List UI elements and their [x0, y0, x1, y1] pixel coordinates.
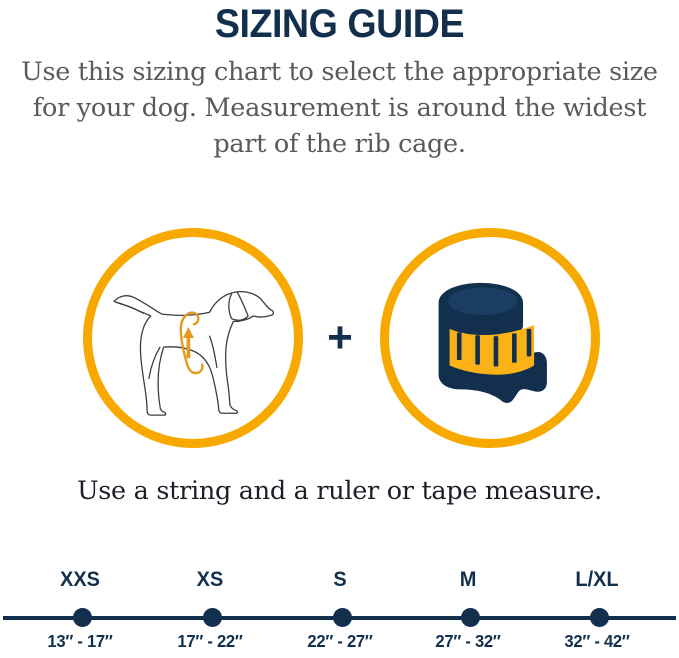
scale-stop-range: 22″ - 27″: [307, 631, 373, 651]
scale-stop-label: XXS: [60, 568, 100, 591]
scale-stop-dot: [73, 608, 92, 627]
scale-stop-label: L/XL: [575, 568, 619, 591]
page-title: SIZING GUIDE: [214, 2, 465, 46]
scale-stop-range: 13″ - 17″: [47, 631, 113, 651]
scale-stop-label: M: [459, 568, 477, 591]
dog-badge: [83, 228, 303, 448]
scale-stop-dot: [203, 608, 222, 627]
icons-row: +: [0, 213, 679, 463]
scale-stop-range: 32″ - 42″: [564, 631, 630, 651]
size-scale: XXS 13″ - 17″ XS 17″ - 22″ S 22″ - 27″ M…: [0, 568, 679, 658]
measure-arrow-icon: [182, 326, 194, 338]
tape-badge: [380, 228, 600, 448]
dog-measurement-icon: [113, 291, 274, 416]
mid-caption: Use a string and a ruler or tape measure…: [77, 476, 602, 506]
plus-icon: +: [327, 313, 353, 362]
scale-stop-dot: [333, 608, 352, 627]
header: SIZING GUIDE Use this sizing chart to se…: [0, 0, 679, 162]
scale-stop-range: 17″ - 22″: [177, 631, 243, 651]
scale-stop-dot: [590, 608, 609, 627]
scale-stop-range: 27″ - 32″: [435, 631, 501, 651]
intro-text: Use this sizing chart to select the appr…: [21, 57, 658, 159]
scale-stop-label: S: [333, 568, 347, 591]
scale-stop-dot: [461, 608, 480, 627]
scale-stop-label: XS: [196, 568, 224, 591]
tape-measure-icon: [438, 282, 547, 403]
